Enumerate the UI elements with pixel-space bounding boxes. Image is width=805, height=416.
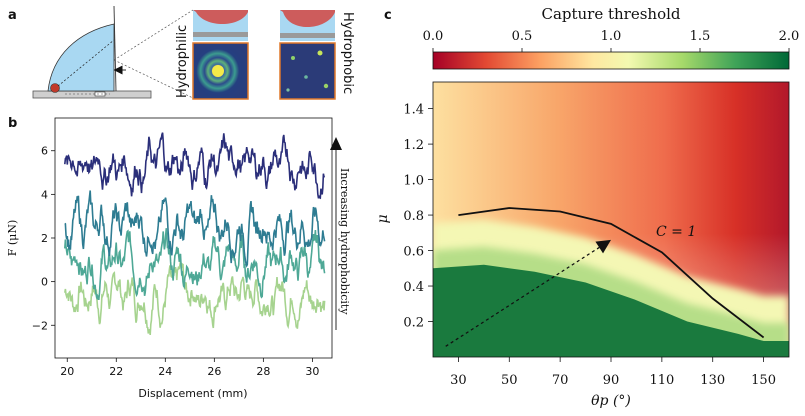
panel-c-letter: c — [384, 8, 392, 23]
x-tick-label-b: 22 — [109, 365, 123, 378]
hydrophilic-fiber — [193, 32, 248, 37]
colorbar-title: Capture threshold — [541, 5, 680, 23]
y-tick-label-b: 2 — [41, 232, 48, 245]
hydrophobic-insets: Hydrophobic — [279, 10, 355, 100]
x-axis-label-b: Displacement (mm) — [138, 387, 247, 400]
x-tick-label-b: 20 — [60, 365, 74, 378]
colorbar — [432, 51, 790, 70]
hydrophilic-particle — [193, 10, 248, 24]
arrow-up-icon — [330, 137, 342, 150]
label-hydrophobic: Hydrophobic — [340, 12, 355, 94]
fiber — [113, 5, 117, 92]
force-trace-3 — [64, 190, 326, 268]
x-ticks-c: 30 50 70 90 110 130 150 — [450, 357, 776, 388]
colorbar-tick-label: 1.0 — [601, 29, 622, 44]
y-ticks-c: 0.2 0.4 0.6 0.8 1.0 1.2 1.4 — [403, 103, 433, 331]
y-tick-label-b: −2 — [32, 319, 48, 332]
y-tick-label-c: 0.4 — [403, 280, 424, 295]
speck-3 — [304, 75, 308, 79]
y-tick-label-b: 4 — [41, 188, 48, 201]
y-tick-label-b: 0 — [41, 276, 48, 289]
force-trace-1 — [64, 260, 326, 335]
arrowhead-icon — [595, 239, 611, 254]
annotation-increasing-hydrophobicity: Increasing hydrophobicity — [338, 168, 351, 315]
panel-a: a Hydrophilic — [8, 5, 355, 100]
label-hydrophilic: Hydrophilic — [175, 25, 190, 98]
y-tick-label-c: 0.2 — [403, 316, 424, 331]
y-ticks-b: −2 0 2 4 6 — [32, 145, 55, 332]
force-traces — [64, 132, 326, 335]
x-tick-label-b: 24 — [158, 365, 172, 378]
x-axis-label-c: θp (°) — [591, 393, 631, 409]
contour-C1 — [458, 207, 765, 339]
hydrophilic-insets: Hydrophilic — [175, 10, 249, 100]
x-tick-label-c: 90 — [603, 373, 620, 388]
particle-icon — [50, 83, 60, 93]
speck-5 — [286, 88, 290, 92]
droplet-schematic — [32, 5, 194, 99]
hydrophilic-center-spot — [212, 65, 224, 77]
x-tick-label-c: 50 — [501, 373, 518, 388]
y-tick-label-c: 1.0 — [403, 174, 424, 189]
y-axis-label-b: F (μN) — [6, 220, 19, 257]
plot-b-frame — [54, 117, 333, 359]
hydrophobic-interference-image — [279, 42, 336, 100]
y-tick-label-c: 1.4 — [403, 103, 424, 118]
panel-b-letter: b — [8, 116, 17, 131]
x-ticks-b: 20 22 24 26 28 30 — [60, 358, 319, 378]
colorbar-tick-label: 2.0 — [779, 29, 800, 44]
colorbar-tick-label: 0.0 — [423, 29, 444, 44]
speck-4 — [323, 83, 329, 89]
dashed-arrow — [445, 246, 600, 347]
y-tick-label-c: 1.2 — [403, 138, 424, 153]
zoom-line-top — [113, 9, 194, 61]
substrate — [32, 90, 152, 99]
panel-c: c Capture threshold 0.0 0.5 1.0 1.5 2.0 C = … — [375, 5, 799, 409]
x-tick-label-c: 110 — [649, 373, 674, 388]
panel-a-letter: a — [8, 8, 17, 23]
hydrophobic-particle — [280, 10, 335, 28]
y-tick-label-c: 0.6 — [403, 245, 424, 260]
x-tick-label-c: 150 — [751, 373, 776, 388]
droplet — [47, 23, 115, 92]
force-trace-2 — [64, 228, 326, 301]
x-tick-label-b: 30 — [305, 365, 319, 378]
zoom-line-bottom — [113, 59, 194, 99]
x-tick-label-c: 130 — [700, 373, 725, 388]
force-trace-4 — [64, 132, 326, 200]
y-tick-label-b: 6 — [41, 145, 48, 158]
hydrophobic-fiber — [280, 33, 335, 38]
speck-1 — [291, 56, 295, 60]
x-tick-label-b: 26 — [207, 365, 221, 378]
x-tick-label-c: 70 — [552, 373, 569, 388]
y-axis-label-c: μ — [375, 214, 391, 223]
curve-label-C1: C = 1 — [656, 224, 696, 240]
stage-marker — [94, 91, 106, 97]
colorbar-ticks: 0.0 0.5 1.0 1.5 2.0 — [423, 29, 800, 52]
colorbar-tick-label: 0.5 — [512, 29, 533, 44]
x-tick-label-c: 30 — [450, 373, 467, 388]
contact-line — [57, 39, 115, 87]
y-tick-label-c: 0.8 — [403, 209, 424, 224]
x-tick-label-b: 28 — [256, 365, 270, 378]
colorbar-tick-label: 1.5 — [690, 29, 711, 44]
speck-2 — [317, 50, 323, 56]
heatmap-green-region — [433, 264, 789, 357]
